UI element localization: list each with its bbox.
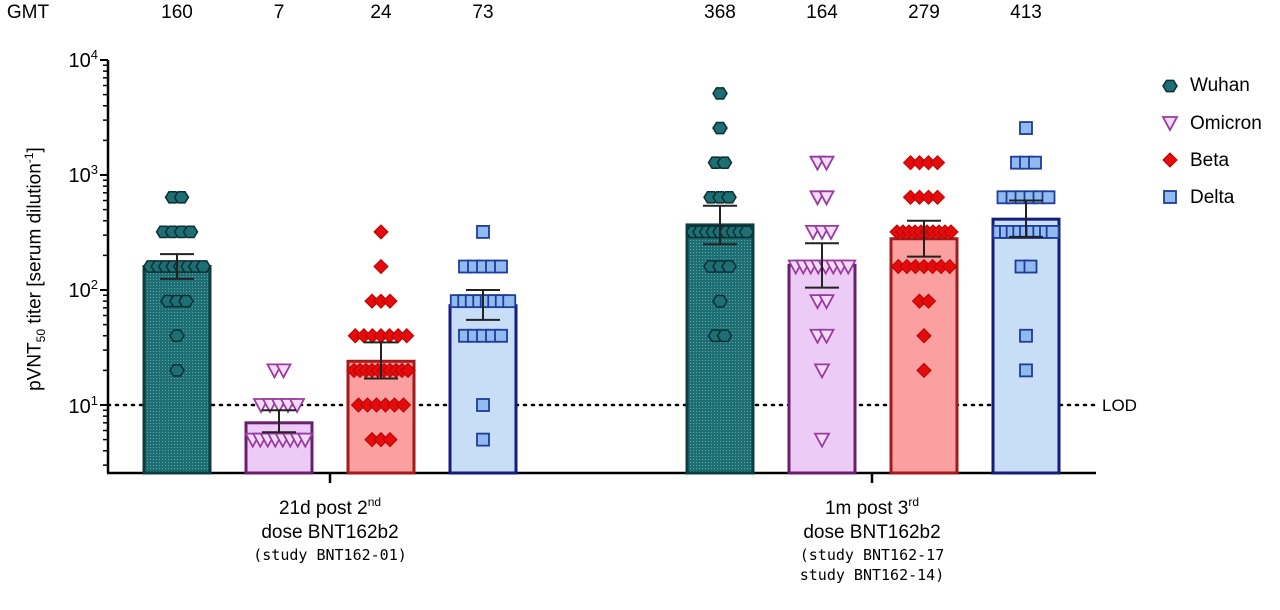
data-point-delta bbox=[1023, 259, 1038, 274]
legend-marker-beta bbox=[1162, 152, 1178, 168]
gmt-value: 7 bbox=[273, 2, 285, 23]
data-point-wuhan bbox=[712, 87, 728, 100]
data-point-delta bbox=[502, 294, 517, 309]
data-point-delta bbox=[1019, 328, 1033, 343]
bar-delta bbox=[991, 217, 1061, 475]
data-point-delta bbox=[494, 259, 508, 274]
data-point-beta bbox=[399, 328, 415, 344]
data-point-omicron bbox=[817, 190, 836, 207]
data-point-delta bbox=[476, 398, 490, 412]
data-point-wuhan bbox=[173, 190, 190, 204]
data-point-omicron bbox=[274, 363, 293, 380]
data-point-beta bbox=[373, 224, 389, 240]
y-tick-label: 101 bbox=[68, 393, 98, 418]
data-point-wuhan bbox=[716, 329, 733, 343]
gmt-value: 279 bbox=[908, 2, 940, 23]
legend-label-wuhan: Wuhan bbox=[1190, 75, 1250, 96]
data-point-omicron bbox=[822, 225, 840, 241]
gmt-value: 413 bbox=[1010, 2, 1042, 23]
data-point-delta bbox=[1041, 190, 1056, 205]
gmt-value: 164 bbox=[806, 2, 838, 23]
data-point-wuhan bbox=[169, 364, 185, 377]
gmt-label: GMT bbox=[6, 2, 50, 23]
y-tick-label: 104 bbox=[68, 47, 98, 72]
data-point-omicron bbox=[817, 294, 836, 311]
data-point-beta bbox=[943, 224, 959, 240]
data-point-delta bbox=[476, 432, 490, 447]
data-point-beta bbox=[916, 362, 932, 379]
gmt-value: 73 bbox=[472, 2, 494, 23]
data-point-wuhan bbox=[721, 190, 737, 204]
data-point-beta bbox=[929, 154, 946, 171]
data-point-omicron bbox=[296, 432, 314, 449]
data-point-omicron bbox=[817, 328, 836, 345]
legend-label-omicron: Omicron bbox=[1190, 113, 1262, 134]
data-point-beta bbox=[395, 397, 412, 413]
gmt-value: 24 bbox=[370, 2, 392, 23]
legend-marker-delta bbox=[1163, 190, 1177, 204]
data-point-wuhan bbox=[738, 225, 755, 239]
data-point-beta bbox=[916, 328, 932, 344]
data-point-beta bbox=[400, 362, 416, 379]
data-point-wuhan bbox=[712, 121, 728, 135]
data-point-beta bbox=[382, 431, 398, 448]
data-point-wuhan bbox=[169, 329, 185, 343]
gmt-value: 368 bbox=[704, 2, 736, 23]
bar-beta bbox=[346, 359, 416, 475]
data-point-beta bbox=[373, 258, 389, 275]
data-point-wuhan bbox=[195, 260, 212, 273]
data-point-omicron bbox=[839, 259, 857, 276]
group-label: 1m post 3rd dose BNT162b2 (study BNT162-… bbox=[799, 495, 945, 584]
legend-marker-omicron bbox=[1161, 116, 1179, 132]
data-point-omicron bbox=[813, 432, 831, 449]
data-point-wuhan bbox=[716, 156, 733, 170]
data-point-beta bbox=[382, 293, 398, 309]
data-point-wuhan bbox=[721, 260, 737, 273]
data-point-beta bbox=[920, 293, 937, 309]
legend-label-beta: Beta bbox=[1190, 150, 1230, 171]
data-point-omicron bbox=[817, 155, 836, 172]
y-axis-label: pVNT50 titer [serum dilution-1] bbox=[21, 147, 49, 391]
data-point-omicron bbox=[813, 363, 831, 380]
data-point-delta bbox=[494, 328, 508, 343]
data-point-delta bbox=[1045, 225, 1060, 239]
data-point-delta bbox=[1019, 363, 1033, 378]
legend-marker-wuhan bbox=[1162, 79, 1178, 93]
data-point-delta bbox=[1028, 155, 1042, 170]
data-point-omicron bbox=[288, 398, 306, 414]
data-point-wuhan bbox=[182, 225, 199, 239]
group-label: 21d post 2nd dose BNT162b2 (study BNT162… bbox=[253, 495, 407, 564]
y-tick-label: 102 bbox=[68, 277, 98, 302]
data-point-wuhan bbox=[178, 294, 194, 308]
data-point-delta bbox=[476, 225, 490, 239]
lod-label: LOD bbox=[1102, 396, 1137, 415]
legend-label-delta: Delta bbox=[1190, 187, 1235, 208]
data-point-wuhan bbox=[712, 294, 728, 308]
data-point-beta bbox=[929, 189, 946, 205]
gmt-value: 160 bbox=[161, 2, 193, 23]
y-tick-label: 103 bbox=[68, 162, 98, 187]
data-point-beta bbox=[942, 258, 958, 275]
data-point-delta bbox=[1019, 121, 1033, 135]
